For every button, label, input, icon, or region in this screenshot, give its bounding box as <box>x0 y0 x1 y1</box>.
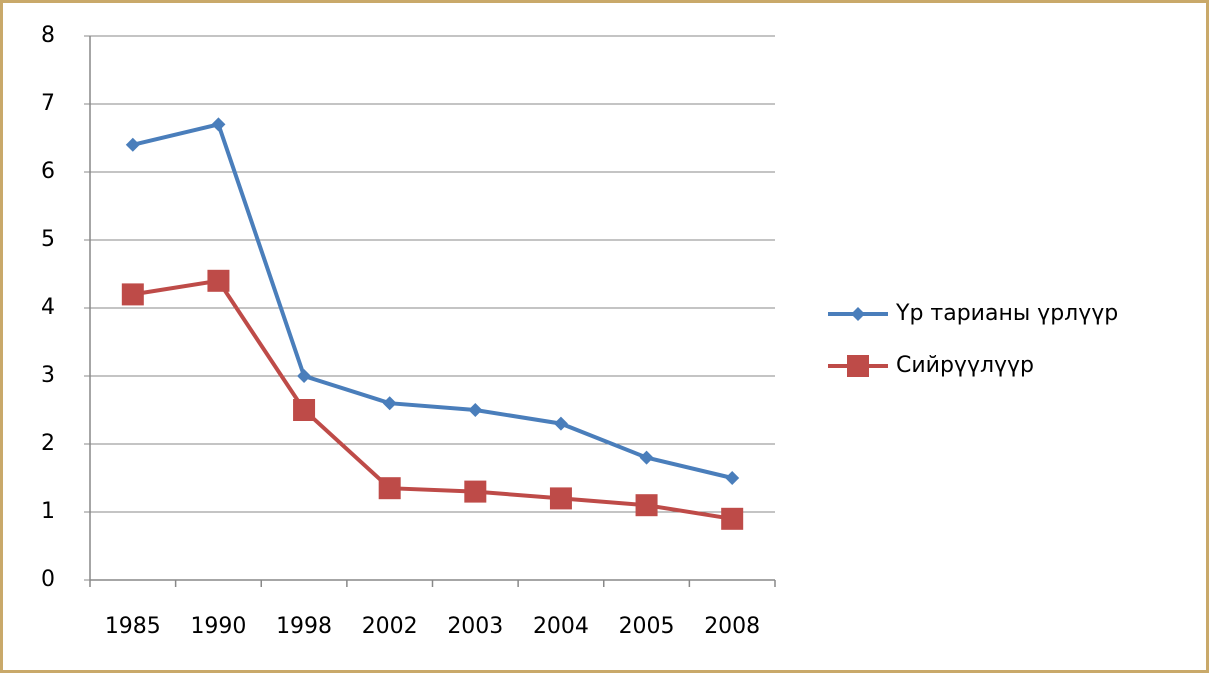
y-tick-label: 2 <box>41 431 55 456</box>
point <box>378 477 401 500</box>
point <box>635 494 658 517</box>
legend-label: Сийрүүлүүр <box>896 353 1034 378</box>
x-tick-label: 2003 <box>447 614 503 639</box>
series-line <box>132 278 733 521</box>
point <box>121 283 144 306</box>
y-tick-label: 1 <box>41 499 55 524</box>
y-tick-label: 6 <box>41 159 55 184</box>
y-tick-label: 4 <box>41 295 55 320</box>
point <box>721 507 744 530</box>
x-tick-label: 2002 <box>362 614 418 639</box>
y-tick-label: 8 <box>41 23 55 48</box>
point <box>211 117 226 132</box>
y-tick-label: 7 <box>41 91 55 116</box>
x-tick-label: 1990 <box>190 614 246 639</box>
point <box>464 480 487 503</box>
y-tick-label: 3 <box>41 363 55 388</box>
x-tick-label: 2004 <box>533 614 589 639</box>
point <box>293 399 316 421</box>
point <box>639 450 654 465</box>
point <box>297 369 312 383</box>
x-tick-label: 2008 <box>704 614 760 639</box>
point <box>553 416 568 431</box>
point <box>468 403 483 417</box>
x-tick-label: 1985 <box>105 614 161 639</box>
x-tick-label: 1998 <box>276 614 332 639</box>
point <box>725 471 740 485</box>
legend-label: Үр тарианы үрлүүр <box>895 301 1118 326</box>
legend-marker <box>847 355 869 377</box>
series-line <box>132 122 733 480</box>
point <box>125 137 140 152</box>
y-tick-label: 5 <box>41 227 55 252</box>
x-tick-label: 2005 <box>619 614 675 639</box>
point <box>549 487 572 510</box>
point <box>207 269 230 292</box>
y-tick-label: 0 <box>41 567 55 592</box>
point <box>382 396 397 411</box>
legend-marker <box>851 307 865 321</box>
